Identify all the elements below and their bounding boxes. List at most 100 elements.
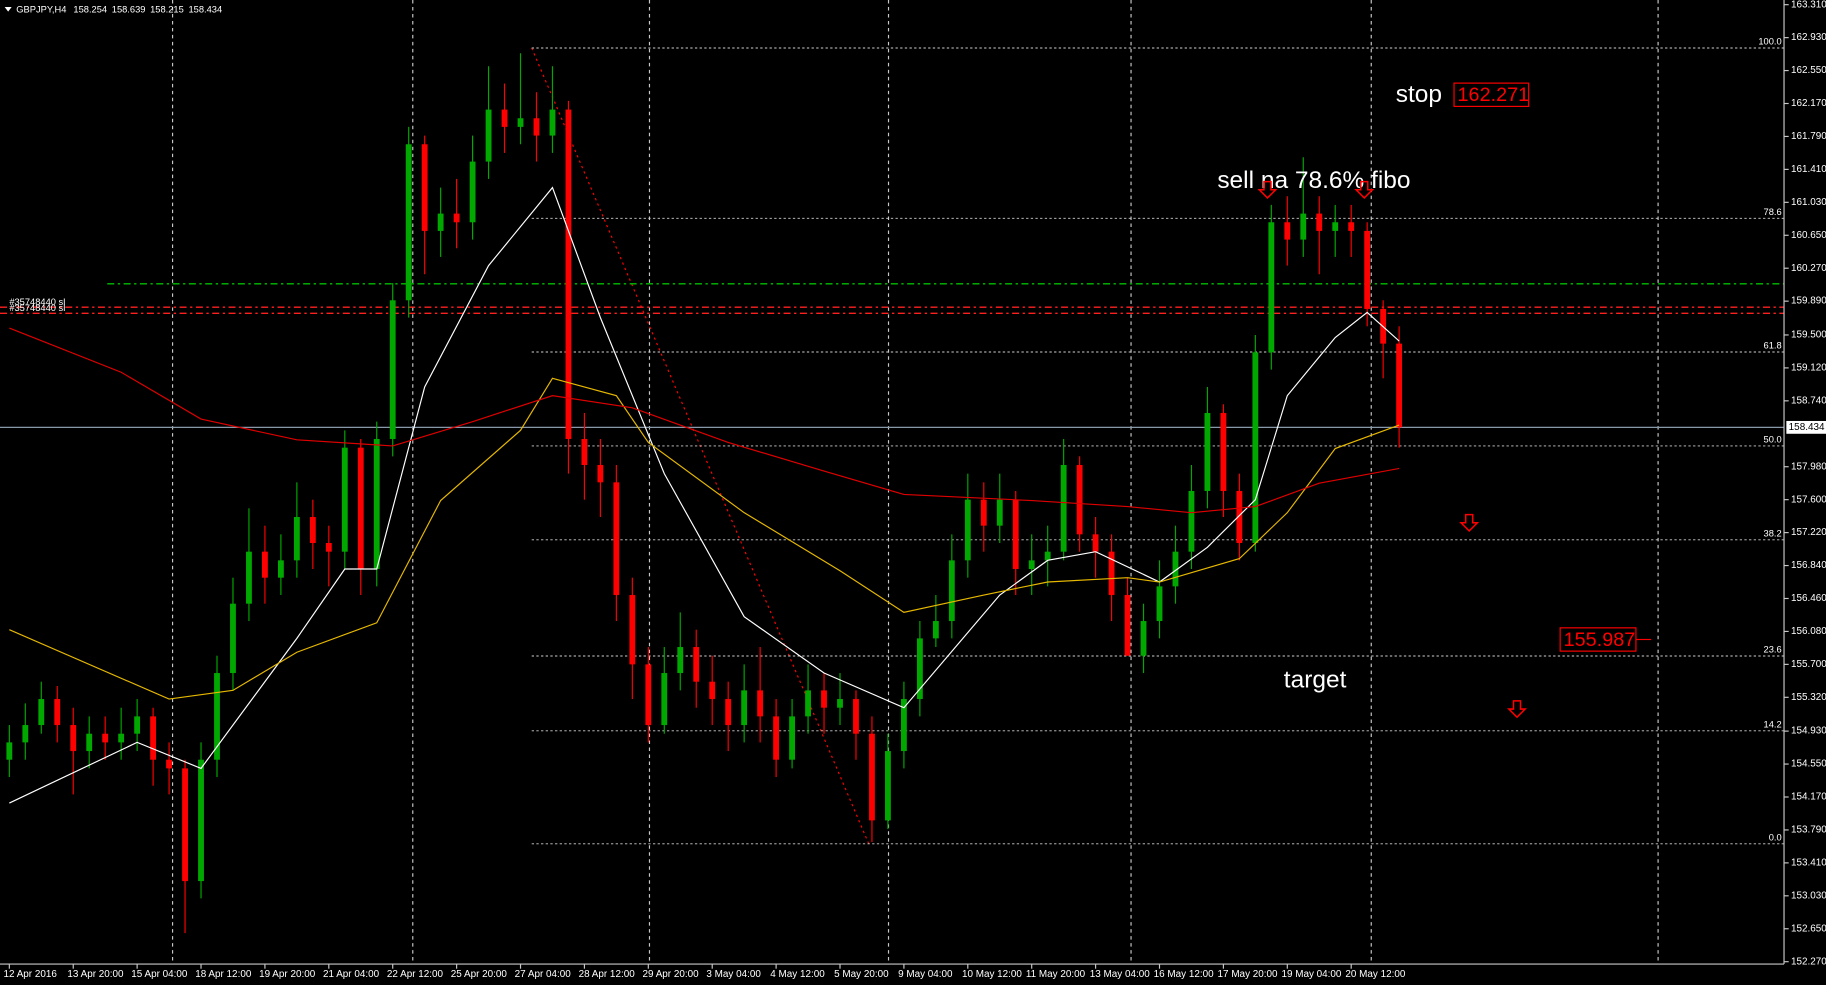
candle-body <box>357 447 364 570</box>
candle-body <box>565 109 572 439</box>
down-arrow <box>1459 513 1480 532</box>
candle-body <box>501 109 508 127</box>
y-tick-label: 155.320 <box>1791 692 1826 703</box>
candle-body <box>102 733 109 743</box>
fib-level-label: 78.6 <box>1764 207 1782 217</box>
candle-body <box>1316 213 1323 231</box>
candle-body <box>900 699 907 752</box>
candle-body <box>1268 222 1275 353</box>
y-tick-label: 152.270 <box>1791 956 1826 967</box>
down-arrow <box>1257 180 1278 200</box>
x-tick-label: 27 Apr 04:00 <box>515 969 572 980</box>
x-tick-label: 19 Apr 20:00 <box>259 969 316 980</box>
fib-level-label: 100.0 <box>1758 37 1781 47</box>
candle-body <box>980 499 987 526</box>
candle-body <box>1124 595 1131 656</box>
candle-body <box>1060 464 1067 552</box>
candle-body <box>22 725 29 743</box>
candle-body <box>246 551 252 604</box>
candle-body <box>1044 551 1051 561</box>
candle-body <box>1332 222 1339 231</box>
y-tick-label: 156.460 <box>1791 593 1826 604</box>
y-tick-label: 161.790 <box>1791 131 1826 142</box>
plot: 100.0 78.6 61.8 50.0 38.2 23.6 14.2 0.0 #3574844… <box>0 37 1785 934</box>
candle-body <box>373 438 380 570</box>
x-tick-label: 3 May 04:00 <box>706 969 761 980</box>
y-tick-label: 154.170 <box>1791 792 1826 803</box>
candle-body <box>1076 464 1083 535</box>
candle-body <box>1092 534 1099 552</box>
candle-body <box>869 733 875 821</box>
candle-body <box>325 543 332 552</box>
candle-body <box>485 109 492 162</box>
x-tick-label: 9 May 04:00 <box>898 969 953 980</box>
candle-body <box>693 647 700 682</box>
candle-body <box>773 716 780 760</box>
y-tick-label: 154.930 <box>1791 726 1826 737</box>
header-close: 158.434 <box>188 5 222 15</box>
candle-body <box>661 673 668 726</box>
header-open: 158.254 <box>73 5 107 15</box>
candle-body <box>853 699 859 734</box>
x-tick-label: 19 May 04:00 <box>1281 969 1341 980</box>
x-tick-label: 17 May 20:00 <box>1218 969 1278 980</box>
candle-body <box>1284 222 1291 240</box>
candle-body <box>182 768 188 882</box>
x-tick-label: 11 May 20:00 <box>1026 969 1086 980</box>
candle-body <box>1108 551 1115 596</box>
candle-body <box>86 733 93 752</box>
y-tick-label: 163.310 <box>1791 0 1826 10</box>
candle-body <box>1172 551 1179 587</box>
y-tick-label: 157.220 <box>1791 527 1826 538</box>
candle-body <box>932 621 939 639</box>
candle-body <box>341 447 348 552</box>
y-tick-label: 157.980 <box>1791 461 1826 472</box>
candle-body <box>405 144 412 301</box>
candle-body <box>885 751 891 821</box>
current-price-label: 158.434 <box>1789 422 1825 433</box>
down-arrow <box>1354 180 1375 200</box>
y-tick-label: 158.740 <box>1791 395 1826 406</box>
candle-body <box>1236 490 1243 544</box>
candle-body <box>1220 412 1227 491</box>
candle-body <box>1300 213 1307 240</box>
arrows <box>1257 180 1527 719</box>
candle-body <box>549 109 556 136</box>
stop-price-box <box>1453 82 1530 107</box>
y-tick-label: 160.270 <box>1791 263 1826 274</box>
fib-level-label: 50.0 <box>1764 435 1782 445</box>
y-tick-label: 153.790 <box>1791 825 1826 836</box>
down-arrow <box>1507 700 1527 719</box>
y-tick-label: 162.170 <box>1791 98 1826 109</box>
current-price-box <box>1786 420 1826 434</box>
candle-body <box>1364 230 1371 309</box>
candle-body <box>469 161 476 223</box>
header-text: GBPJPY,H4 158.254 158.639 158.215 158.434 <box>16 5 222 15</box>
candle-body <box>645 664 652 726</box>
candle-body <box>725 699 732 726</box>
header-high: 158.639 <box>112 5 146 15</box>
candle-body <box>1012 499 1019 570</box>
y-tick-label: 162.930 <box>1791 32 1826 43</box>
x-tick-label: 13 Apr 20:00 <box>67 969 124 980</box>
candle-body <box>453 213 460 223</box>
order-line-label: #35748440 sl <box>9 303 65 313</box>
candle-body <box>837 699 843 708</box>
y-tick-label: 159.890 <box>1791 296 1826 307</box>
candle-body <box>70 725 77 752</box>
header: GBPJPY,H4 158.254 158.639 158.215 158.434 <box>4 5 222 15</box>
candle-body <box>309 516 316 544</box>
candle-body <box>1396 343 1403 428</box>
x-tick-label: 12 Apr 2016 <box>3 969 57 980</box>
candle-body <box>948 560 955 622</box>
y-tick-label: 159.500 <box>1791 330 1826 341</box>
candle-body <box>421 144 428 231</box>
candle-body <box>597 464 604 483</box>
candle-body <box>916 638 923 700</box>
candle-body <box>1140 621 1147 656</box>
candle-body <box>677 647 684 674</box>
fib-level-label: 0.0 <box>1769 832 1782 842</box>
symbol: GBPJPY,H4 <box>16 5 66 15</box>
